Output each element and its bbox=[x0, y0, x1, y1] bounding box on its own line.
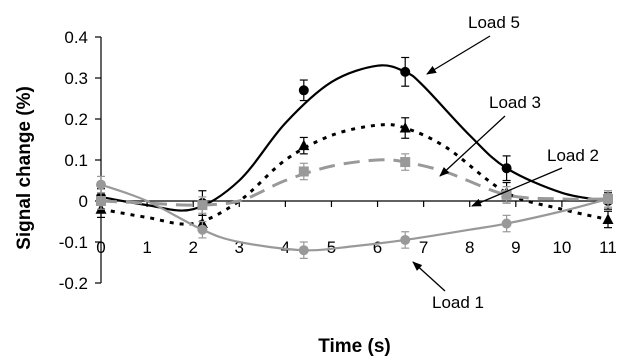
data-point bbox=[298, 85, 309, 96]
data-point bbox=[602, 213, 614, 224]
series-line-load-5 bbox=[100, 64, 609, 212]
data-point bbox=[197, 224, 208, 235]
x-tick-label: 10 bbox=[552, 238, 571, 257]
y-tick-label: -0.2 bbox=[59, 274, 88, 293]
y-tick-label: 0.4 bbox=[64, 28, 88, 47]
y-tick-group: 0.4 0.3 0.2 0.1 0 -0.1 -0.2 bbox=[59, 28, 101, 293]
x-tick-label: 7 bbox=[419, 238, 428, 257]
x-tick-label: 1 bbox=[142, 238, 151, 257]
data-point bbox=[298, 139, 310, 151]
x-tick-group: 0 1 2 3 4 5 6 7 8 9 10 11 bbox=[96, 201, 617, 257]
y-tick-label: 0.3 bbox=[64, 69, 88, 88]
annotation-label-load-2: Load 2 bbox=[547, 146, 599, 165]
data-point bbox=[399, 122, 411, 133]
x-tick-label: 5 bbox=[327, 238, 336, 257]
data-point bbox=[298, 166, 309, 177]
y-axis-title: Signal change (%) bbox=[14, 86, 35, 250]
series-layer bbox=[95, 56, 614, 259]
data-point bbox=[400, 234, 411, 245]
annotation-label-load-5: Load 5 bbox=[468, 13, 520, 32]
y-tick-label: 0.1 bbox=[64, 151, 88, 170]
series-load-1 bbox=[96, 175, 613, 259]
x-tick-label: 2 bbox=[188, 238, 197, 257]
x-tick-label: 6 bbox=[373, 238, 382, 257]
annotation-group: Load 5 Load 3 Load 2 Load 1 bbox=[412, 13, 599, 312]
x-tick-label: 11 bbox=[599, 238, 617, 257]
series-line-load-2 bbox=[100, 158, 609, 207]
annotation-label-load-1: Load 1 bbox=[432, 293, 484, 312]
data-point bbox=[96, 179, 106, 190]
annotation-arrow-load-3 bbox=[439, 115, 506, 177]
data-point bbox=[603, 193, 613, 204]
x-tick-label: 9 bbox=[511, 238, 520, 257]
x-tick-label: 3 bbox=[235, 238, 244, 257]
annotation-arrow-load-1 bbox=[412, 261, 446, 292]
annotation-arrow-load-2 bbox=[471, 167, 563, 207]
data-point bbox=[197, 200, 208, 211]
y-tick-label: -0.1 bbox=[59, 233, 88, 252]
y-tick-label: 0.2 bbox=[64, 110, 88, 129]
data-point bbox=[501, 218, 512, 229]
x-tick-label: 0 bbox=[96, 238, 105, 257]
data-point bbox=[501, 189, 512, 200]
annotation-arrow-load-5 bbox=[426, 35, 491, 75]
annotation-label-load-3: Load 3 bbox=[489, 93, 541, 112]
data-point bbox=[298, 245, 309, 256]
data-point bbox=[96, 196, 106, 206]
series-line-load-1 bbox=[100, 183, 609, 252]
data-point bbox=[400, 157, 411, 168]
x-axis-title: Time (s) bbox=[318, 336, 391, 357]
series-load-5 bbox=[96, 56, 613, 216]
y-tick-label: 0 bbox=[79, 192, 88, 211]
x-tick-label: 4 bbox=[281, 238, 290, 257]
data-point bbox=[400, 66, 411, 77]
x-tick-label: 8 bbox=[465, 238, 474, 257]
data-point bbox=[501, 163, 512, 174]
